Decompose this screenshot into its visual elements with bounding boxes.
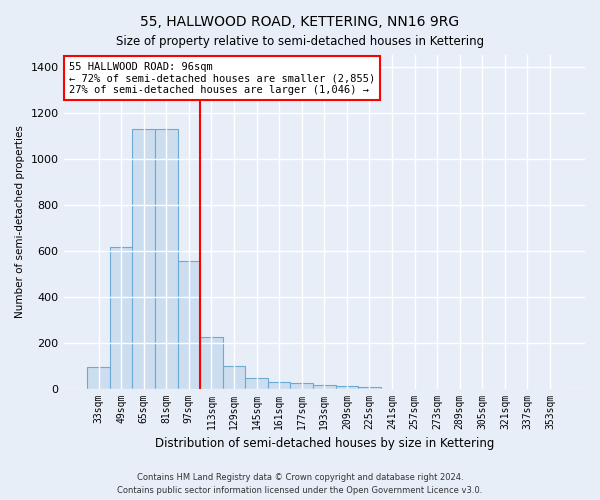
Text: Size of property relative to semi-detached houses in Kettering: Size of property relative to semi-detach… bbox=[116, 35, 484, 48]
Text: 55 HALLWOOD ROAD: 96sqm
← 72% of semi-detached houses are smaller (2,855)
27% of: 55 HALLWOOD ROAD: 96sqm ← 72% of semi-de… bbox=[69, 62, 375, 95]
Bar bbox=[290, 384, 313, 388]
Bar bbox=[268, 382, 290, 388]
Bar bbox=[178, 261, 200, 388]
Bar bbox=[200, 337, 223, 388]
Bar bbox=[133, 128, 155, 388]
Bar bbox=[110, 247, 133, 388]
X-axis label: Distribution of semi-detached houses by size in Kettering: Distribution of semi-detached houses by … bbox=[155, 437, 494, 450]
Bar bbox=[223, 366, 245, 388]
Bar bbox=[245, 378, 268, 388]
Bar bbox=[87, 366, 110, 388]
Bar bbox=[155, 128, 178, 388]
Y-axis label: Number of semi-detached properties: Number of semi-detached properties bbox=[15, 126, 25, 318]
Text: Contains HM Land Registry data © Crown copyright and database right 2024.
Contai: Contains HM Land Registry data © Crown c… bbox=[118, 473, 482, 495]
Text: 55, HALLWOOD ROAD, KETTERING, NN16 9RG: 55, HALLWOOD ROAD, KETTERING, NN16 9RG bbox=[140, 15, 460, 29]
Bar bbox=[313, 385, 335, 388]
Bar bbox=[335, 386, 358, 388]
